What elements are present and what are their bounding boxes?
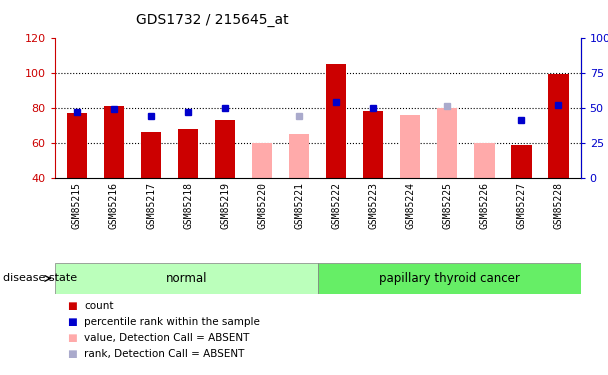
Bar — [289, 134, 309, 178]
Bar — [548, 74, 568, 178]
Bar — [317, 262, 581, 294]
Text: normal: normal — [165, 272, 207, 285]
Text: ■: ■ — [67, 333, 77, 343]
Bar — [178, 129, 198, 178]
Text: GSM85226: GSM85226 — [479, 182, 489, 230]
Text: GDS1732 / 215645_at: GDS1732 / 215645_at — [136, 13, 289, 27]
Text: GSM85219: GSM85219 — [220, 182, 230, 230]
Text: GSM85216: GSM85216 — [109, 182, 119, 230]
Bar — [400, 115, 421, 178]
Text: disease state: disease state — [3, 273, 77, 284]
Text: GSM85220: GSM85220 — [257, 182, 267, 230]
Text: rank, Detection Call = ABSENT: rank, Detection Call = ABSENT — [84, 349, 244, 359]
Bar — [215, 120, 235, 178]
Text: GSM85227: GSM85227 — [516, 182, 527, 230]
Bar — [474, 143, 494, 178]
Text: ■: ■ — [67, 317, 77, 327]
Text: GSM85228: GSM85228 — [553, 182, 564, 230]
Bar — [437, 108, 457, 178]
Text: percentile rank within the sample: percentile rank within the sample — [84, 317, 260, 327]
Bar — [326, 64, 347, 178]
Bar — [55, 262, 317, 294]
Bar — [511, 145, 531, 178]
Text: ■: ■ — [67, 301, 77, 310]
Bar — [252, 143, 272, 178]
Text: GSM85215: GSM85215 — [72, 182, 82, 230]
Text: GSM85218: GSM85218 — [183, 182, 193, 230]
Text: ■: ■ — [67, 349, 77, 359]
Text: papillary thyroid cancer: papillary thyroid cancer — [379, 272, 520, 285]
Text: GSM85224: GSM85224 — [406, 182, 415, 230]
Text: GSM85225: GSM85225 — [442, 182, 452, 230]
Bar — [141, 132, 161, 178]
Text: GSM85222: GSM85222 — [331, 182, 341, 230]
Bar — [67, 113, 87, 178]
Text: count: count — [84, 301, 114, 310]
Text: GSM85221: GSM85221 — [294, 182, 304, 230]
Text: value, Detection Call = ABSENT: value, Detection Call = ABSENT — [84, 333, 249, 343]
Text: GSM85217: GSM85217 — [146, 182, 156, 230]
Bar — [104, 106, 124, 178]
Bar — [363, 111, 384, 178]
Text: GSM85223: GSM85223 — [368, 182, 378, 230]
